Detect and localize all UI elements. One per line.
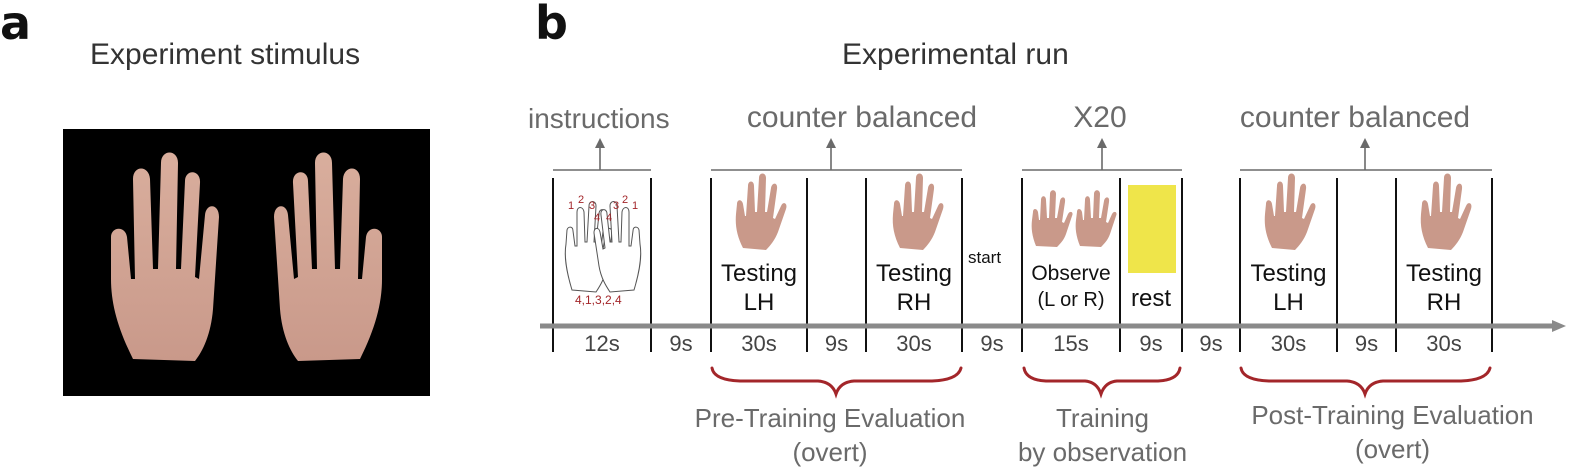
observe-label-line2: (L or R) [1037,289,1105,311]
phase-braces [710,366,1492,399]
rest-block [1128,185,1176,273]
phase-post-line2: (overt) [1354,434,1431,464]
duration-post-right: 30s [1426,331,1462,356]
header-repeat: X20 [1073,101,1127,134]
duration-rest: 9s [1139,331,1163,356]
finger-number-left-2: 2 [578,194,585,206]
right-hand [274,152,382,361]
observe-label-line1: Observe [1031,262,1111,285]
finger-number-right-4: 4 [606,212,613,224]
start-label: start [968,248,1002,267]
panel-a-letter: a [0,0,32,50]
block-dividers [552,178,1493,352]
pre-left-label-line2: LH [743,289,775,316]
timeline-arrowhead [1552,320,1566,332]
post-left-label-line2: LH [1273,289,1304,316]
pre-left-label-line1: Testing [720,260,798,287]
test-hand-images [735,173,1472,250]
panel-b-letter: b [535,0,568,50]
pre-right-label-line2: RH [896,289,932,316]
finger-sequence: 4,1,3,2,4 [575,293,622,307]
phase-post-line1: Post-Training Evaluation [1251,400,1534,430]
header-counter-balanced-pre: counter balanced [746,101,978,134]
finger-number-right-1: 1 [632,200,639,212]
duration-pre-left: 30s [741,331,777,356]
brace-pre [710,366,963,399]
panel-a-title: Experiment stimulus [90,38,361,71]
duration-gap-1: 9s [669,331,693,356]
finger-number-left-3: 3 [589,200,596,212]
rest-label: rest [1130,285,1171,312]
finger-number-right-2: 2 [622,194,629,206]
duration-pre-right: 30s [896,331,932,356]
header-arrows [595,138,1370,148]
post-right-label-line2: RH [1426,289,1462,316]
phase-pre-line2: (overt) [792,437,868,467]
finger-number-left-1: 1 [568,200,575,212]
brace-training [1022,366,1182,399]
phase-pre-line1: Pre-Training Evaluation [694,403,966,433]
header-counter-balanced-post: counter balanced [1239,101,1471,134]
stimulus-image [63,129,430,396]
header-brackets [553,144,1492,171]
finger-number-right-3: 3 [613,200,620,212]
duration-instructions: 12s [584,331,620,356]
post-left-label-line1: Testing [1250,260,1327,287]
left-hand [111,152,219,361]
duration-post-left: 30s [1270,331,1307,356]
duration-observe: 15s [1053,331,1089,356]
duration-gap-5: 9s [1354,331,1379,356]
duration-gap-4: 9s [1199,331,1223,356]
header-instructions: instructions [528,103,670,134]
hands-illustration [111,152,382,361]
instruction-hands-outline [564,201,642,293]
panel-b-title: Experimental run [842,38,1069,71]
phase-training-line1: Training [1056,403,1149,433]
finger-number-left-4: 4 [594,212,601,224]
duration-gap-3: 9s [980,331,1004,356]
post-right-label-line1: Testing [1405,260,1483,287]
brace-post [1239,366,1492,399]
phase-training-line2: by observation [1017,437,1188,467]
pre-right-label-line1: Testing [875,260,953,287]
duration-gap-2: 9s [824,331,849,356]
